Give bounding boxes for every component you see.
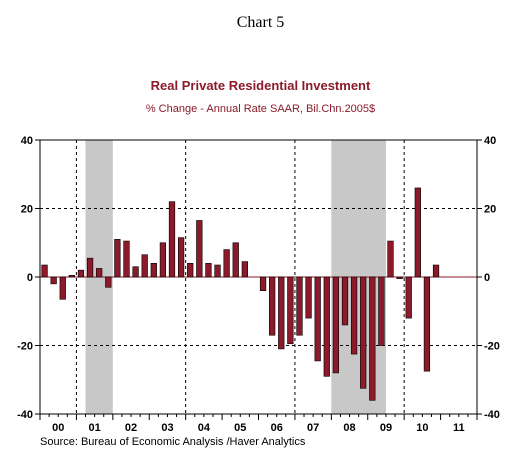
bar-2000Q3 (59, 276, 66, 300)
x-tick-label: 04 (198, 422, 211, 434)
bar-2004Q3 (205, 262, 212, 278)
chart-title: Real Private Residential Investment (150, 78, 371, 93)
bar-2000Q1 (41, 264, 48, 278)
bar-2009Q3 (387, 240, 394, 278)
x-tick-label: 01 (89, 422, 101, 434)
bar-2006Q1 (259, 276, 267, 291)
bar-2004Q4 (214, 264, 221, 278)
chart-subtitle: % Change - Annual Rate SAAR, Bil.Chn.200… (145, 103, 376, 115)
bar-2001Q3 (96, 268, 103, 278)
bar-2003Q2 (159, 242, 167, 278)
y-tick-label-left: -40 (17, 409, 33, 421)
bar-2008Q1 (332, 276, 340, 374)
y-tick-label-right: 20 (484, 204, 496, 216)
bar-2004Q2 (196, 220, 203, 278)
bar-2005Q2 (232, 242, 239, 278)
bar-2010Q3 (423, 276, 431, 372)
bar-2003Q1 (150, 262, 157, 278)
bar-2006Q4 (287, 276, 294, 345)
bar-2009Q2 (378, 276, 385, 346)
bar-2007Q2 (305, 276, 312, 319)
chart-label: Chart 5 (236, 14, 285, 31)
bar-2005Q1 (223, 249, 230, 278)
x-tick-label: 08 (343, 422, 355, 434)
x-tick-label: 06 (271, 422, 283, 434)
y-tick-label-left: -20 (17, 341, 33, 353)
x-tick-label: 03 (161, 422, 173, 434)
x-tick-label: 05 (234, 422, 246, 434)
bar-2001Q2 (86, 257, 94, 278)
x-tick-label: 00 (52, 422, 64, 434)
y-tick-label-right: 40 (484, 135, 496, 147)
bar-2008Q2 (341, 276, 349, 326)
bar-2003Q4 (177, 237, 185, 278)
bar-2008Q4 (360, 276, 367, 389)
x-tick-label: 07 (307, 422, 319, 434)
bar-2008Q3 (350, 276, 358, 355)
bar-2004Q1 (187, 262, 194, 278)
axes-group (35, 139, 482, 420)
x-tick-label: 10 (416, 422, 428, 434)
y-tick-label-left: 0 (27, 272, 33, 284)
y-tick-label-right: -40 (484, 409, 500, 421)
x-tick-label: 11 (453, 422, 465, 434)
bar-2007Q3 (314, 276, 321, 362)
bar-2002Q2 (123, 240, 130, 278)
bars-group (41, 187, 440, 401)
bar-2010Q2 (414, 187, 421, 278)
grid-lines (40, 140, 477, 414)
bar-2000Q4 (68, 274, 75, 278)
x-tick-label: 09 (380, 422, 392, 434)
y-tick-label-left: 20 (21, 204, 33, 216)
bar-2009Q4 (396, 276, 403, 280)
y-tick-label-left: 40 (21, 135, 33, 147)
bar-2002Q4 (141, 254, 148, 278)
bar-2009Q1 (369, 276, 376, 401)
source-note: Source: Bureau of Economic Analysis /Hav… (40, 436, 306, 448)
x-tick-label: 02 (125, 422, 137, 434)
bar-2005Q3 (241, 261, 248, 278)
bar-2010Q4 (432, 264, 440, 278)
bar-2006Q3 (278, 276, 285, 350)
bar-2006Q2 (269, 276, 276, 336)
bar-2000Q2 (50, 276, 57, 285)
bar-2007Q4 (323, 276, 330, 377)
bar-2002Q1 (114, 239, 121, 278)
bar-2007Q1 (296, 276, 303, 336)
y-tick-label-right: -20 (484, 341, 500, 353)
bar-2001Q1 (77, 269, 85, 278)
bar-2002Q3 (132, 266, 139, 278)
y-tick-label-right: 0 (484, 272, 490, 284)
bar-2003Q3 (168, 201, 176, 278)
bar-2001Q4 (105, 276, 112, 288)
bar-2010Q1 (405, 276, 412, 319)
